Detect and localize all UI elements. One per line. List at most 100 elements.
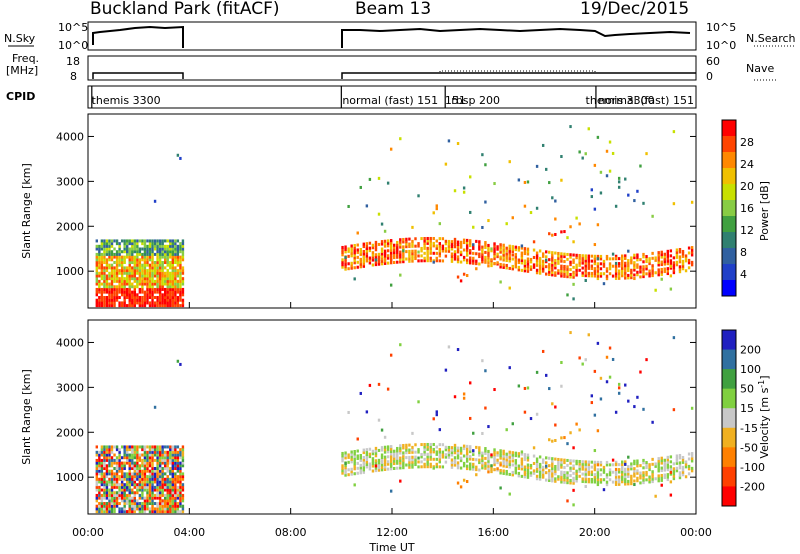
power-cell-1455	[590, 264, 594, 268]
power-cell-886	[383, 259, 387, 263]
power-cell-1713	[690, 253, 694, 257]
velocity-cell-1632	[657, 474, 660, 478]
velocity-cell-374	[138, 472, 142, 476]
power-cell-178	[115, 279, 119, 283]
velocity-cell-398	[141, 461, 144, 465]
power-cell-505	[153, 269, 157, 273]
velocity-cell-151	[110, 448, 114, 452]
power-cell-306	[131, 271, 134, 275]
velocity-cell-795	[350, 460, 353, 464]
velocity-cell-1312	[541, 458, 545, 462]
velocity-cell-1168	[490, 470, 493, 474]
velocity-cell-172	[115, 504, 119, 508]
power-cell-679	[174, 304, 177, 308]
power-cell-73	[103, 274, 106, 278]
velocity-cell-1055	[447, 448, 451, 452]
power-cell-773	[341, 250, 344, 254]
velocity-cell-1496	[605, 483, 609, 487]
velocity-cell-878	[380, 460, 384, 464]
power-cell-476	[151, 290, 154, 294]
velocity-cell-122	[108, 464, 111, 468]
velocity-cell-1287	[532, 446, 536, 450]
power-cell-1012	[429, 246, 432, 250]
power-cell-627	[166, 250, 169, 254]
power-cell-196	[118, 287, 121, 291]
velocity-cell-1346	[554, 467, 557, 471]
power-cell-701	[174, 242, 177, 246]
power-cell-656	[171, 298, 174, 302]
power-cell-1647	[660, 277, 663, 281]
velocity-cell-1619	[651, 477, 654, 481]
power-cell-67	[103, 290, 106, 294]
power-cell-756	[181, 277, 185, 281]
velocity-cell-1530	[617, 475, 621, 479]
velocity-cell-513	[153, 445, 157, 449]
power-cell-86	[105, 304, 109, 308]
power-cell-408	[143, 290, 147, 294]
velocity-cell-470	[148, 445, 152, 449]
velocity-cell-969	[411, 455, 414, 459]
power-cell-1654	[663, 252, 666, 256]
velocity-cell-1146	[481, 451, 484, 455]
power-cell-1344	[554, 266, 557, 270]
power-cell-700	[174, 244, 177, 248]
power-cell-794	[350, 261, 353, 265]
velocity-cell-1267	[523, 410, 527, 414]
power-cell-1186	[496, 252, 499, 256]
velocity-cell-396	[141, 469, 144, 473]
velocity-cell-371	[138, 480, 142, 484]
power-cell-1021	[432, 236, 435, 240]
velocity-cell-1230	[511, 456, 514, 460]
velocity-cell-748	[181, 510, 185, 514]
power-cell-1316	[545, 260, 548, 264]
power-cell-493	[151, 244, 154, 248]
velocity-cell-603	[164, 458, 167, 462]
power-cell-371	[138, 274, 142, 278]
velocity-cell-93	[105, 488, 109, 492]
power-cell-586	[161, 239, 164, 243]
power-cell-688	[174, 279, 177, 283]
power-cell-1558	[627, 273, 630, 277]
velocity-cell-126	[108, 453, 111, 457]
power-cell-308	[131, 266, 134, 270]
velocity-cell-508	[153, 466, 157, 470]
power-cell-1538	[621, 271, 624, 275]
power-cell-603	[164, 252, 167, 256]
power-cell-148	[110, 252, 114, 256]
power-cell-248	[123, 250, 126, 254]
velocity-cell-449	[148, 507, 152, 511]
power-cell-69	[103, 285, 106, 289]
velocity-cell-1601	[642, 466, 645, 470]
velocity-cell-296	[131, 510, 134, 514]
power-cell-1009	[429, 256, 432, 260]
velocity-cell-451	[148, 499, 152, 503]
power-cell-173	[115, 296, 119, 300]
power-cell-44	[100, 296, 104, 300]
power-cell-1157	[484, 163, 487, 167]
velocity-cell-1682	[675, 466, 679, 470]
power-cell-1256	[520, 246, 524, 250]
power-cell-575	[161, 271, 164, 275]
power-cell-727	[179, 296, 182, 300]
velocity-cell-1150	[484, 464, 487, 468]
velocity-cell-279	[128, 491, 131, 495]
velocity-cell-1253	[520, 462, 524, 466]
velocity-cell-589	[164, 504, 167, 508]
power-cell-1284	[532, 263, 536, 267]
power-cell-405	[143, 298, 147, 302]
power-cell-669	[171, 263, 174, 267]
power-cell-841	[365, 242, 369, 246]
power-cell-471	[151, 304, 154, 308]
velocity-cell-333	[133, 466, 136, 470]
power-cell-613	[166, 290, 169, 294]
velocity-cell-716	[176, 466, 180, 470]
velocity-cell-1516	[614, 482, 618, 486]
velocity-cell-1423	[578, 428, 581, 432]
power-cell-1497	[605, 274, 609, 278]
velocity-cell-1711	[690, 469, 694, 473]
velocity-cell-475	[151, 499, 154, 503]
velocity-cell-402	[141, 445, 144, 449]
velocity-cell-965	[411, 465, 414, 469]
velocity-cell-709	[176, 491, 180, 495]
velocity-cell-1252	[520, 464, 524, 468]
